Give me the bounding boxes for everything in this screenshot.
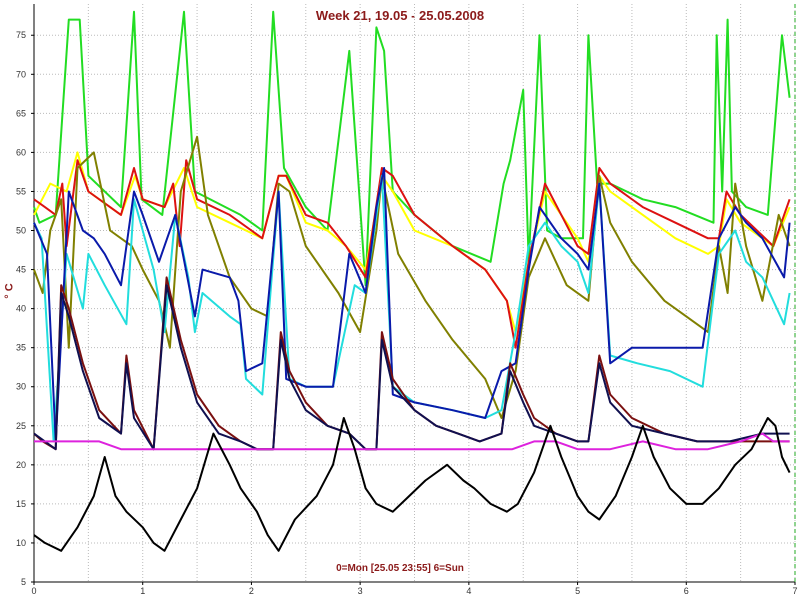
y-tick-label: 60: [16, 147, 26, 157]
x-tick-label: 0: [31, 586, 36, 596]
x-tick-label: 4: [466, 586, 471, 596]
y-tick-label: 15: [16, 499, 26, 509]
x-tick-label: 6: [684, 586, 689, 596]
x-tick-label: 2: [249, 586, 254, 596]
y-tick-label: 65: [16, 108, 26, 118]
series-line-2: [33, 159, 791, 349]
x-tick-label: 7: [792, 586, 797, 596]
chart-title: Week 21, 19.05 - 25.05.2008: [315, 8, 485, 23]
series-line-6: [33, 276, 790, 451]
y-tick-label: 50: [16, 226, 26, 236]
series-line-4: [33, 174, 791, 443]
y-tick-label: 35: [16, 343, 26, 353]
y-tick-label: 20: [16, 460, 26, 470]
y-tick-label: 55: [16, 186, 26, 196]
series-line-3: [33, 135, 791, 419]
x-tick-label: 5: [575, 586, 580, 596]
series-line-5: [33, 167, 791, 443]
x-tick-label: 3: [358, 586, 363, 596]
y-tick-label: 30: [16, 382, 26, 392]
y-tick-label: 25: [16, 421, 26, 431]
y-tick-label: 75: [16, 30, 26, 40]
y-tick-label: 45: [16, 265, 26, 275]
y-tick-label: 5: [21, 577, 26, 587]
series-line-8: [34, 432, 790, 451]
y-tick-label: 40: [16, 304, 26, 314]
x-axis-label: 0=Mon [25.05 23:55] 6=Sun: [336, 563, 464, 574]
series-line-7: [33, 284, 790, 451]
x-tick-label: 1: [140, 586, 145, 596]
series-line-9: [33, 417, 791, 552]
y-tick-label: 70: [16, 69, 26, 79]
y-tick-label: 10: [16, 538, 26, 548]
series-line-1: [33, 151, 791, 334]
